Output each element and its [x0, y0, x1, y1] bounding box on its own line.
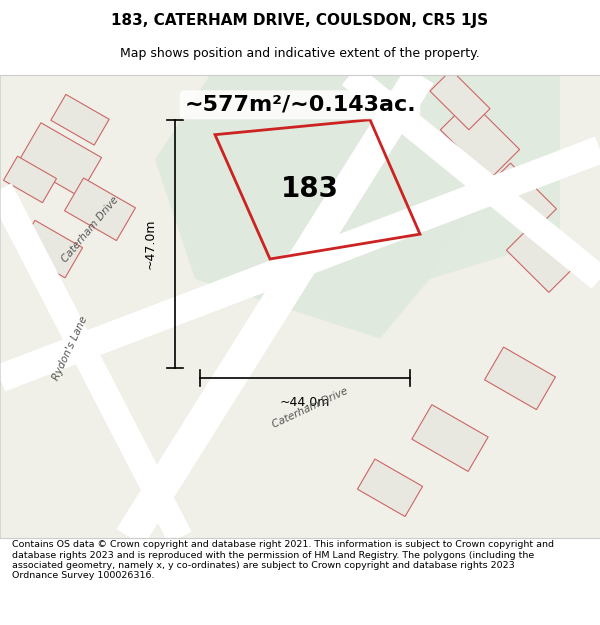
Text: Caterham Drive: Caterham Drive [271, 386, 349, 430]
Text: 183, CATERHAM DRIVE, COULSDON, CR5 1JS: 183, CATERHAM DRIVE, COULSDON, CR5 1JS [112, 14, 488, 29]
FancyBboxPatch shape [485, 347, 556, 409]
FancyBboxPatch shape [430, 70, 490, 130]
Text: Caterham Drive: Caterham Drive [59, 194, 121, 264]
Text: Map shows position and indicative extent of the property.: Map shows position and indicative extent… [120, 48, 480, 61]
FancyBboxPatch shape [17, 220, 83, 278]
FancyBboxPatch shape [358, 459, 422, 516]
Polygon shape [0, 137, 600, 391]
FancyBboxPatch shape [440, 100, 520, 179]
Text: Rydon's Lane: Rydon's Lane [51, 315, 89, 382]
FancyBboxPatch shape [506, 226, 574, 292]
Text: Contains OS data © Crown copyright and database right 2021. This information is : Contains OS data © Crown copyright and d… [12, 540, 554, 581]
Text: 183: 183 [281, 176, 339, 203]
Text: ~47.0m: ~47.0m [144, 219, 157, 269]
FancyBboxPatch shape [484, 163, 556, 236]
Polygon shape [380, 75, 560, 339]
Polygon shape [0, 184, 191, 543]
Polygon shape [155, 75, 490, 339]
Polygon shape [116, 67, 434, 546]
FancyBboxPatch shape [65, 178, 136, 241]
FancyBboxPatch shape [19, 122, 101, 196]
Polygon shape [342, 65, 600, 289]
Text: ~577m²/~0.143ac.: ~577m²/~0.143ac. [184, 95, 416, 115]
Text: ~44.0m: ~44.0m [280, 396, 330, 409]
FancyBboxPatch shape [412, 404, 488, 471]
FancyBboxPatch shape [4, 156, 56, 202]
FancyBboxPatch shape [51, 94, 109, 145]
